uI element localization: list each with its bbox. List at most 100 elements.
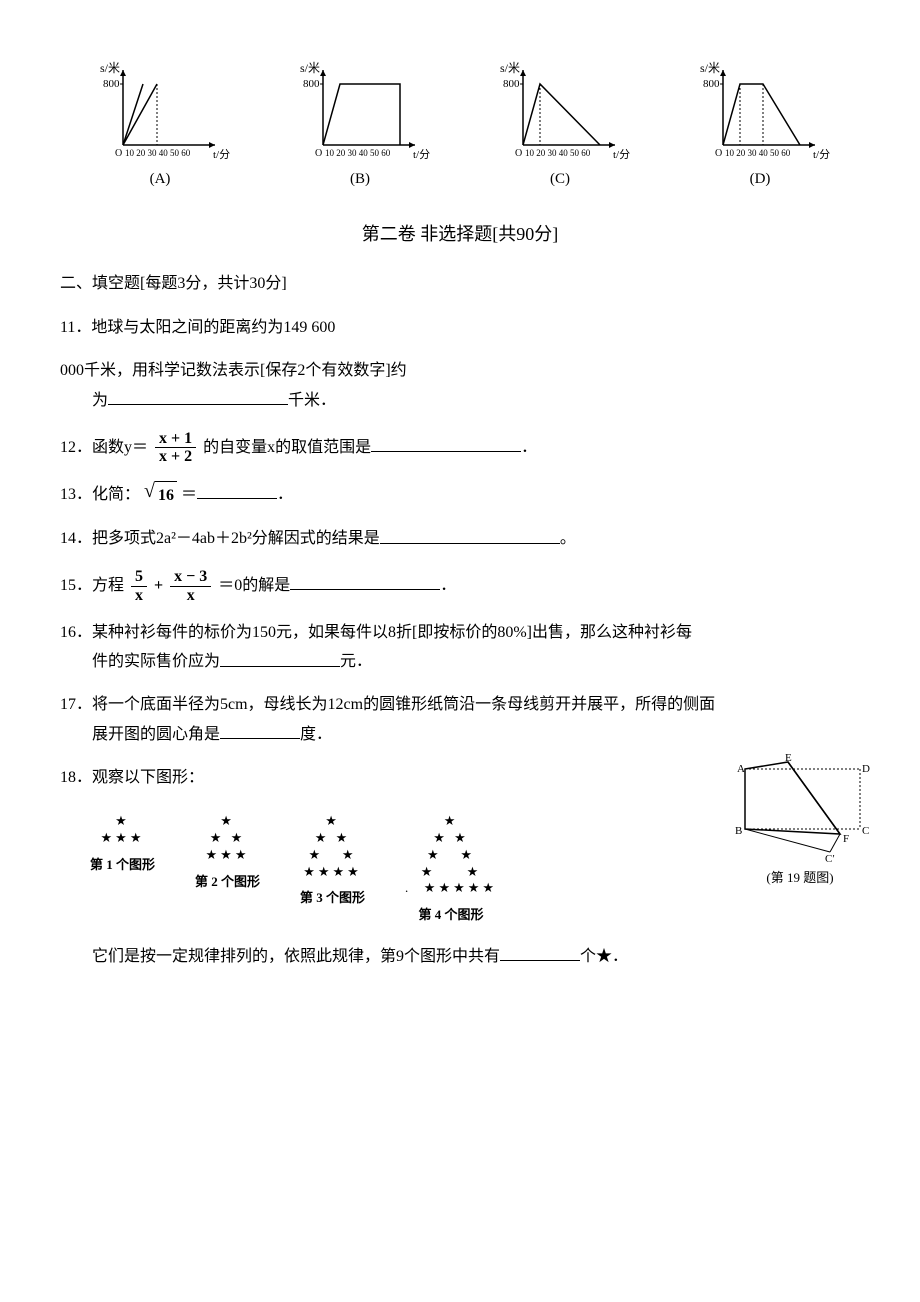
q15-pre: 15．方程 <box>60 577 124 594</box>
star-group-2: ★ ★ ★ ★★★ 第 2 个图形 <box>195 813 260 927</box>
q11-pre: 为 <box>92 392 108 409</box>
q13-post: ． <box>277 486 293 503</box>
origin: O <box>515 148 522 159</box>
q14-blank[interactable] <box>380 524 560 543</box>
q15-blank[interactable] <box>290 571 440 590</box>
origin: O <box>715 148 722 159</box>
q17-line2: 展开图的圆心角是 度． <box>60 720 860 750</box>
label-B: B <box>735 825 742 837</box>
q11-blank[interactable] <box>108 386 288 405</box>
chart-c: s/米 800 O 10 20 30 40 50 60 t/分 (C) <box>485 60 635 193</box>
answer-charts-row: s/米 800 O 10 20 30 40 50 60 t/分 (A) s/米 … <box>60 60 860 193</box>
origin: O <box>315 148 322 159</box>
q15-f1-den: x <box>131 587 147 605</box>
chart-d-label: (D) <box>750 166 771 193</box>
q18: 18．观察以下图形： A E D B C F C′ (第 19 题图) ★ ★★… <box>60 764 860 972</box>
y-tick: 800 <box>103 78 120 90</box>
q15-frac1: 5 x <box>131 568 147 604</box>
chart-c-svg: s/米 800 O 10 20 30 40 50 60 t/分 <box>485 60 635 160</box>
q11-line2: 000千米，用科学记数法表示[保存2个有效数字]约 <box>60 357 860 386</box>
star-group-4: ★ ★ ★ ★ ★ ★ ★ . ★★★★★ 第 4 个图形 <box>405 813 497 927</box>
q19-caption: (第 19 题图) <box>730 866 870 889</box>
q16-line2: 件的实际售价应为 元． <box>60 647 860 677</box>
star-group-3: ★ ★ ★ ★ ★ ★★★★ 第 3 个图形 <box>300 813 365 927</box>
q12-blank[interactable] <box>371 432 521 451</box>
q18-conc-post: 个★． <box>580 948 628 965</box>
q18-conc-pre: 它们是按一定规律排列的，依照此规律，第9个图形中共有 <box>92 948 500 965</box>
q12-fraction: x + 1 x + 2 <box>155 430 196 466</box>
q13-pre: 13．化简： <box>60 486 140 503</box>
q19-figure: A E D B C F C′ (第 19 题图) <box>730 754 870 889</box>
q13-eq: ＝ <box>181 486 197 503</box>
q12: 12．函数y＝ x + 1 x + 2 的自变量x的取值范围是 ． <box>60 430 860 466</box>
chart-d: s/米 800 O 10 20 30 40 50 60 t/分 (D) <box>685 60 835 193</box>
label-D: D <box>862 763 870 775</box>
x-ticks: 10 20 30 40 50 60 <box>525 148 591 158</box>
chart-a-svg: s/米 800 O 10 20 30 40 50 60 t/分 <box>85 60 235 160</box>
q19-svg: A E D B C F C′ <box>730 754 870 864</box>
chart-a-label: (A) <box>150 166 171 193</box>
q13-blank[interactable] <box>197 480 277 499</box>
q12-mid: 的自变量x的取值范围是 <box>203 439 371 456</box>
axis-label: s/米 <box>100 61 120 75</box>
q17-pre: 展开图的圆心角是 <box>92 726 220 743</box>
q15-f2-num: x − 3 <box>170 568 211 587</box>
y-tick: 800 <box>303 78 320 90</box>
q15-frac2: x − 3 x <box>170 568 211 604</box>
q13: 13．化简： √ 16 ＝ ． <box>60 480 860 510</box>
q11-line3: 为 千米． <box>60 386 860 416</box>
label-C: C <box>862 825 869 837</box>
label-E: E <box>785 754 792 764</box>
axis-label: s/米 <box>500 61 520 75</box>
q16-line1: 16．某种衬衫每件的标价为150元，如果每件以8折[即按标价的80%]出售，那么… <box>60 619 860 648</box>
q11-line1: 11．地球与太阳之间的距离约为149 600 <box>60 314 860 343</box>
q16-post: 元． <box>340 654 372 671</box>
q18-blank[interactable] <box>500 942 580 961</box>
star-shape-2: ★ ★ ★ ★★★ <box>206 813 250 864</box>
q17-post: 度． <box>300 726 332 743</box>
q13-radicand: 16 <box>155 481 177 511</box>
origin: O <box>115 148 122 159</box>
star-shape-4: ★ ★ ★ ★ ★ ★ ★ . ★★★★★ <box>405 813 497 897</box>
q15-f1-num: 5 <box>131 568 147 587</box>
star-caption-1: 第 1 个图形 <box>90 853 155 876</box>
q12-pre: 12．函数y＝ <box>60 439 148 456</box>
star-group-1: ★ ★★★ 第 1 个图形 <box>90 813 155 927</box>
label-F: F <box>843 833 849 845</box>
axis-label: s/米 <box>300 61 320 75</box>
label-Cprime: C′ <box>825 853 835 864</box>
q14-pre: 14．把多项式2a²－4ab＋2b²分解因式的结果是 <box>60 531 380 548</box>
chart-b-label: (B) <box>350 166 370 193</box>
x-label: t/分 <box>213 148 230 160</box>
q11-post: 千米． <box>288 392 336 409</box>
label-A: A <box>737 763 745 775</box>
q16-blank[interactable] <box>220 647 340 666</box>
q14: 14．把多项式2a²－4ab＋2b²分解因式的结果是 。 <box>60 524 860 554</box>
q13-sqrt: √ 16 <box>144 481 177 511</box>
q17-blank[interactable] <box>220 720 300 739</box>
part2-title: 第二卷 非选择题[共90分] <box>60 218 860 250</box>
q17: 17．将一个底面半径为5cm，母线长为12cm的圆锥形纸筒沿一条母线剪开并展平，… <box>60 691 860 750</box>
q15-mid: ＝0的解是 <box>218 577 290 594</box>
x-label: t/分 <box>413 148 430 160</box>
x-ticks: 10 20 30 40 50 60 <box>325 148 391 158</box>
q12-post: ． <box>521 439 537 456</box>
star-caption-2: 第 2 个图形 <box>195 870 260 893</box>
fill-blank-header: 二、填空题[每题3分，共计30分] <box>60 270 860 299</box>
star-caption-3: 第 3 个图形 <box>300 886 365 909</box>
chart-b: s/米 800 O 10 20 30 40 50 60 t/分 (B) <box>285 60 435 193</box>
q14-post: 。 <box>560 531 576 548</box>
q16-pre: 件的实际售价应为 <box>92 654 220 671</box>
chart-c-label: (C) <box>550 166 570 193</box>
x-ticks: 10 20 30 40 50 60 <box>725 148 791 158</box>
chart-d-svg: s/米 800 O 10 20 30 40 50 60 t/分 <box>685 60 835 160</box>
q15-post: ． <box>440 577 456 594</box>
star-caption-4: 第 4 个图形 <box>419 903 484 926</box>
x-ticks: 10 20 30 40 50 60 <box>125 148 191 158</box>
star-shape-3: ★ ★ ★ ★ ★ ★★★★ <box>303 813 362 881</box>
chart-b-svg: s/米 800 O 10 20 30 40 50 60 t/分 <box>285 60 435 160</box>
q15-plus: + <box>154 577 163 594</box>
q11b: 000千米，用科学记数法表示[保存2个有效数字]约 为 千米． <box>60 357 860 416</box>
q17-line1: 17．将一个底面半径为5cm，母线长为12cm的圆锥形纸筒沿一条母线剪开并展平，… <box>60 691 860 720</box>
x-label: t/分 <box>813 148 830 160</box>
